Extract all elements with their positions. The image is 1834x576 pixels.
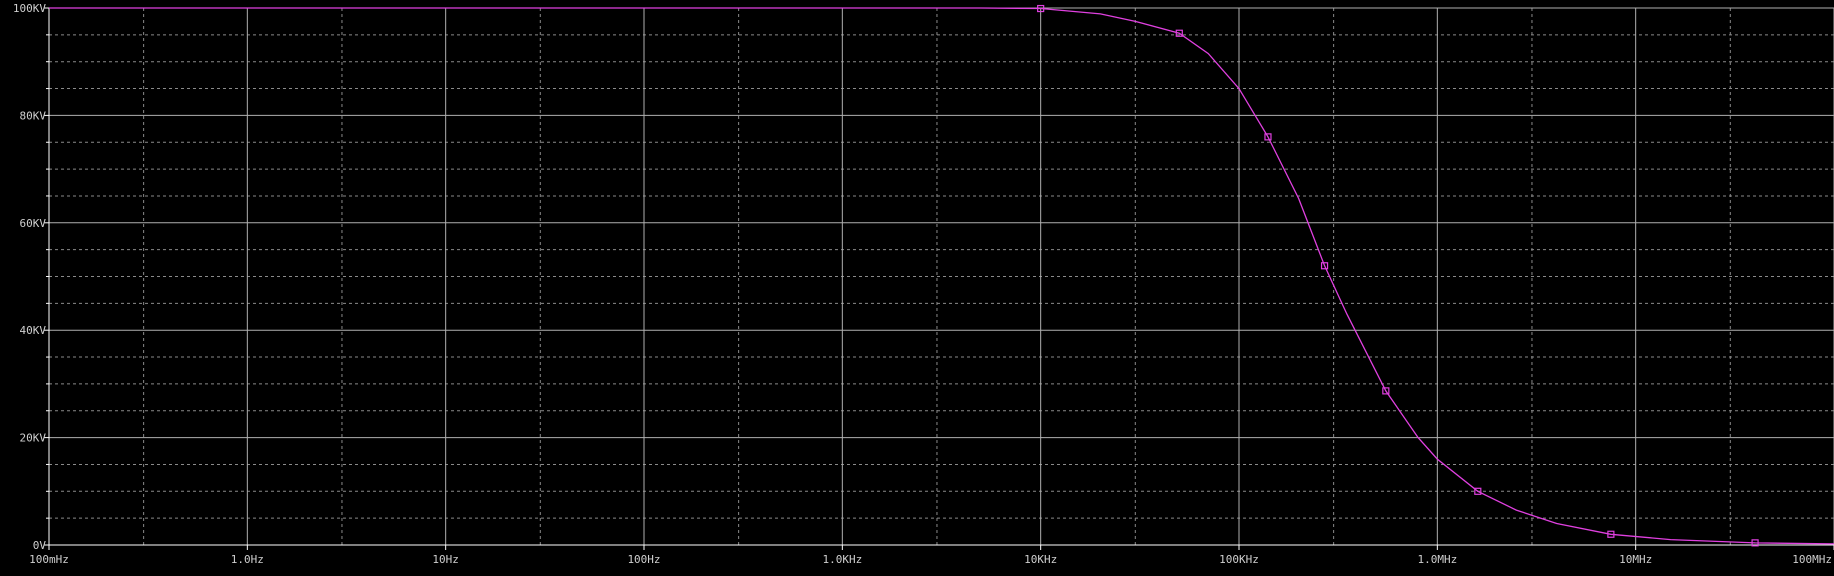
y-tick-label: 0V [33,539,47,552]
data-marker [1474,487,1482,495]
x-tick-label: 10MHz [1619,553,1652,566]
x-tick-label: 10KHz [1024,553,1057,566]
series-line [49,7,1834,545]
axes [44,7,1834,550]
data-marker [1320,262,1329,270]
x-tick-label: 100MHz [1792,553,1832,566]
x-tick-label: 100mHz [29,553,69,566]
y-tick-label: 80KV [20,109,47,122]
y-tick-label: 60KV [20,217,47,230]
series-layer [49,7,1834,545]
data-marker [1264,133,1272,141]
data-marker [1175,29,1183,37]
y-tick-label: 100KV [13,2,46,15]
grid [48,7,1834,546]
y-tick-label: 40KV [20,324,47,337]
x-tick-label: 10Hz [432,553,459,566]
x-tick-label: 100Hz [627,553,660,566]
data-marker [1751,539,1759,547]
data-marker [1382,387,1390,395]
data-marker [1607,530,1615,538]
x-tick-label: 1.0Hz [231,553,264,566]
x-tick-label: 1.0KHz [822,553,862,566]
tick-labels: 0V 20KV 40KV 60KV 80KV 100KV 100mHz 1.0Hz 10Hz 10… [13,2,1832,566]
marker-layer [1037,4,1759,547]
data-marker [1037,4,1045,13]
y-tick-label: 20KV [20,432,47,445]
x-tick-label: 1.0MHz [1417,553,1457,566]
x-tick-label: 100KHz [1219,553,1259,566]
